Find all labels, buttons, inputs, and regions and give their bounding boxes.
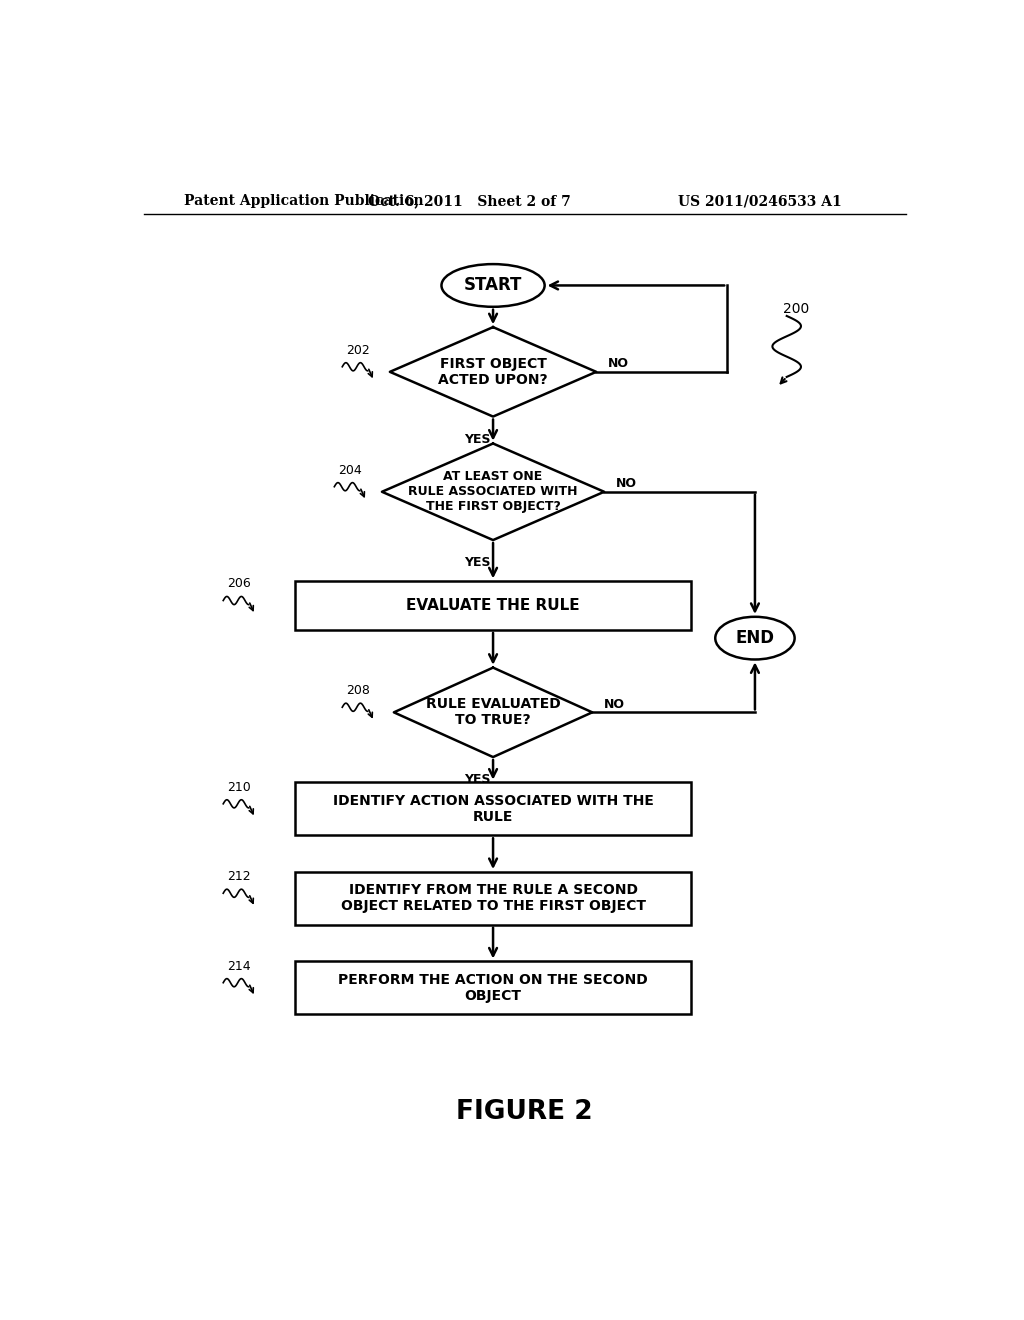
Text: US 2011/0246533 A1: US 2011/0246533 A1 — [679, 194, 842, 209]
Text: AT LEAST ONE
RULE ASSOCIATED WITH
THE FIRST OBJECT?: AT LEAST ONE RULE ASSOCIATED WITH THE FI… — [409, 470, 578, 513]
Text: Oct. 6, 2011   Sheet 2 of 7: Oct. 6, 2011 Sheet 2 of 7 — [368, 194, 570, 209]
Text: EVALUATE THE RULE: EVALUATE THE RULE — [407, 598, 580, 612]
Text: YES: YES — [464, 433, 490, 446]
Text: IDENTIFY ACTION ASSOCIATED WITH THE
RULE: IDENTIFY ACTION ASSOCIATED WITH THE RULE — [333, 793, 653, 824]
Text: 206: 206 — [227, 577, 251, 590]
Text: PERFORM THE ACTION ON THE SECOND
OBJECT: PERFORM THE ACTION ON THE SECOND OBJECT — [338, 973, 648, 1003]
Text: END: END — [735, 630, 774, 647]
Text: RULE EVALUATED
TO TRUE?: RULE EVALUATED TO TRUE? — [426, 697, 560, 727]
Text: IDENTIFY FROM THE RULE A SECOND
OBJECT RELATED TO THE FIRST OBJECT: IDENTIFY FROM THE RULE A SECOND OBJECT R… — [341, 883, 645, 913]
Text: Patent Application Publication: Patent Application Publication — [183, 194, 423, 209]
Text: 200: 200 — [782, 302, 809, 315]
Text: 202: 202 — [346, 343, 370, 356]
Text: FIRST OBJECT
ACTED UPON?: FIRST OBJECT ACTED UPON? — [438, 356, 548, 387]
Text: START: START — [464, 276, 522, 294]
Text: NO: NO — [608, 358, 629, 370]
Text: NO: NO — [604, 698, 626, 710]
Text: FIGURE 2: FIGURE 2 — [457, 1098, 593, 1125]
Text: NO: NO — [616, 477, 637, 490]
Text: 212: 212 — [227, 870, 251, 883]
Text: YES: YES — [464, 556, 490, 569]
Text: 204: 204 — [338, 463, 362, 477]
Text: YES: YES — [464, 774, 490, 787]
Text: 210: 210 — [227, 780, 251, 793]
Text: 208: 208 — [346, 684, 370, 697]
Text: 214: 214 — [227, 960, 251, 973]
